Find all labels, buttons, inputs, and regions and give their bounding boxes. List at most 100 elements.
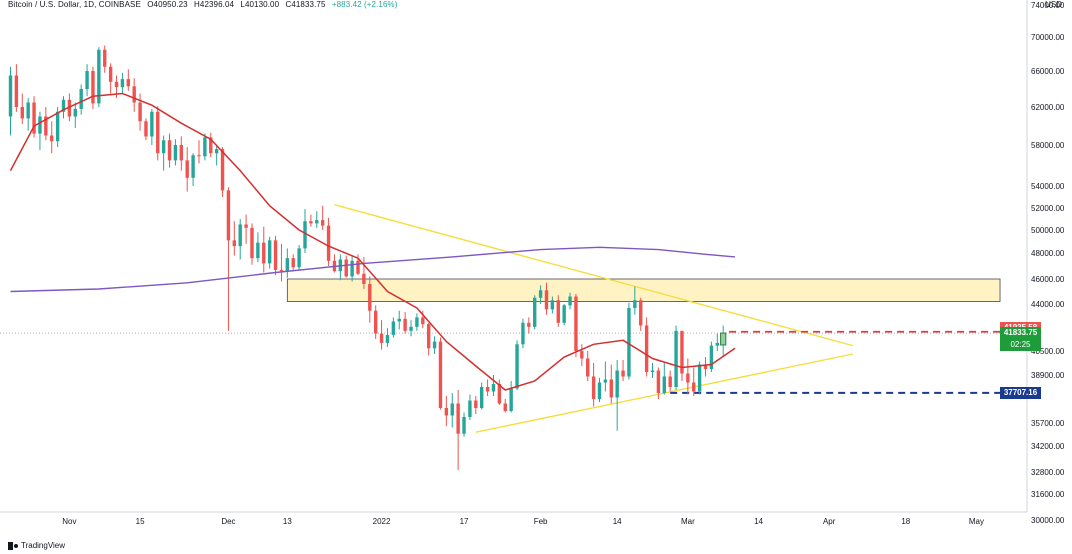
candle-body bbox=[697, 364, 702, 392]
y-tick-label: 70000.00 bbox=[1031, 33, 1065, 42]
candle-body bbox=[662, 376, 666, 393]
candle-body bbox=[297, 248, 301, 268]
candle-body bbox=[185, 160, 189, 178]
candle-body bbox=[20, 107, 24, 119]
candle-body bbox=[26, 102, 30, 119]
candle-body bbox=[173, 145, 178, 161]
resistance-zone-box bbox=[286, 278, 1001, 302]
candle-body bbox=[8, 75, 13, 117]
candle-body bbox=[432, 341, 437, 349]
x-tick-label: Nov bbox=[62, 517, 76, 526]
current-price-value: 41833.75 bbox=[1003, 328, 1038, 338]
candle-body bbox=[279, 269, 284, 272]
candle-body bbox=[150, 111, 154, 137]
candle-body bbox=[521, 322, 525, 345]
x-tick-label: Apr bbox=[823, 517, 836, 526]
candle-body bbox=[480, 387, 484, 408]
legend-change: +883.42 (+2.16%) bbox=[331, 0, 398, 9]
candle-body bbox=[456, 403, 460, 434]
candles bbox=[8, 45, 727, 471]
tradingview-logo-icon bbox=[8, 541, 18, 550]
candle-body bbox=[144, 121, 148, 137]
x-tick-label: 17 bbox=[460, 517, 469, 526]
candle-body bbox=[55, 111, 60, 142]
candle-body bbox=[533, 297, 537, 327]
x-tick-label: 2022 bbox=[373, 517, 391, 526]
legend-low: L40130.00 bbox=[240, 0, 280, 9]
candle-body bbox=[709, 345, 714, 369]
candle-body bbox=[197, 155, 201, 157]
candle-body bbox=[244, 224, 248, 228]
legend-close: C41833.75 bbox=[285, 0, 326, 9]
candle-body bbox=[108, 66, 113, 82]
y-tick-label: 46000.00 bbox=[1031, 275, 1065, 284]
candle-body bbox=[444, 408, 449, 416]
candle-body bbox=[615, 370, 619, 398]
candle-body bbox=[256, 242, 260, 259]
y-tick-label: 31600.00 bbox=[1031, 490, 1065, 499]
candle-body bbox=[303, 221, 307, 249]
y-tick-label: 38900.00 bbox=[1031, 371, 1065, 380]
candle-body bbox=[120, 79, 125, 88]
y-tick-label: 66000.00 bbox=[1031, 67, 1065, 76]
candle-body bbox=[391, 321, 396, 335]
y-tick-label: 40500.00 bbox=[1031, 347, 1065, 356]
ema-long-line bbox=[10, 246, 736, 293]
candle-body bbox=[644, 325, 649, 372]
candle-body bbox=[450, 403, 454, 416]
y-tick-label: 54000.00 bbox=[1031, 182, 1065, 191]
brand-label: TradingView bbox=[21, 541, 66, 550]
candle-body bbox=[650, 370, 655, 372]
axes: 74000.00 70000.00 66000.00 62000.00 58000.00… bbox=[0, 0, 1065, 526]
current-price-tag: 41833.75 02:25 bbox=[1000, 327, 1041, 352]
candle-body bbox=[315, 220, 319, 224]
candle-body bbox=[103, 49, 107, 67]
candle-body bbox=[379, 333, 384, 343]
candle-body bbox=[167, 140, 172, 161]
y-tick-label: 44000.00 bbox=[1031, 300, 1065, 309]
candle-body bbox=[609, 379, 613, 398]
x-tick-label: May bbox=[969, 517, 984, 526]
candle-body bbox=[538, 290, 543, 298]
y-tick-label: 52000.00 bbox=[1031, 204, 1065, 213]
candle-body bbox=[73, 108, 77, 117]
candle-body bbox=[580, 351, 584, 359]
candle-body bbox=[556, 300, 560, 323]
candle-body bbox=[639, 300, 643, 326]
chart-legend: Bitcoin / U.S. Dollar, 1D, COINBASE O409… bbox=[8, 0, 397, 9]
horizontal-levels bbox=[670, 330, 1027, 394]
x-tick-label: 14 bbox=[754, 517, 763, 526]
candle-body bbox=[291, 258, 295, 268]
brand[interactable]: TradingView bbox=[8, 541, 65, 550]
candle-body bbox=[226, 190, 231, 241]
candle-body bbox=[362, 273, 366, 284]
candle-body bbox=[680, 330, 684, 374]
candle-body bbox=[50, 135, 54, 142]
candle-body bbox=[161, 140, 166, 154]
currency-label[interactable]: USD bbox=[1045, 0, 1062, 9]
candle-body bbox=[179, 145, 184, 161]
candle-body bbox=[132, 86, 136, 103]
candle-body bbox=[627, 308, 631, 377]
candle-body bbox=[214, 149, 219, 154]
y-tick-label: 50000.00 bbox=[1031, 226, 1065, 235]
candle-body bbox=[527, 322, 531, 327]
candle-body bbox=[656, 370, 661, 393]
candle-body bbox=[409, 326, 413, 331]
x-tick-label: 15 bbox=[136, 517, 145, 526]
candle-body bbox=[320, 220, 325, 226]
y-tick-label: 58000.00 bbox=[1031, 141, 1065, 150]
candle-body bbox=[597, 382, 602, 399]
moving-averages bbox=[9, 92, 736, 391]
candle-body bbox=[203, 137, 207, 157]
candle-body bbox=[491, 384, 496, 392]
candle-body bbox=[126, 79, 130, 87]
candle-body bbox=[285, 258, 290, 272]
legend-high: H42396.04 bbox=[194, 0, 235, 9]
candle-body bbox=[79, 89, 83, 109]
candle-body bbox=[67, 99, 72, 117]
resistance-zone bbox=[286, 278, 1001, 302]
candle-body bbox=[373, 310, 378, 334]
